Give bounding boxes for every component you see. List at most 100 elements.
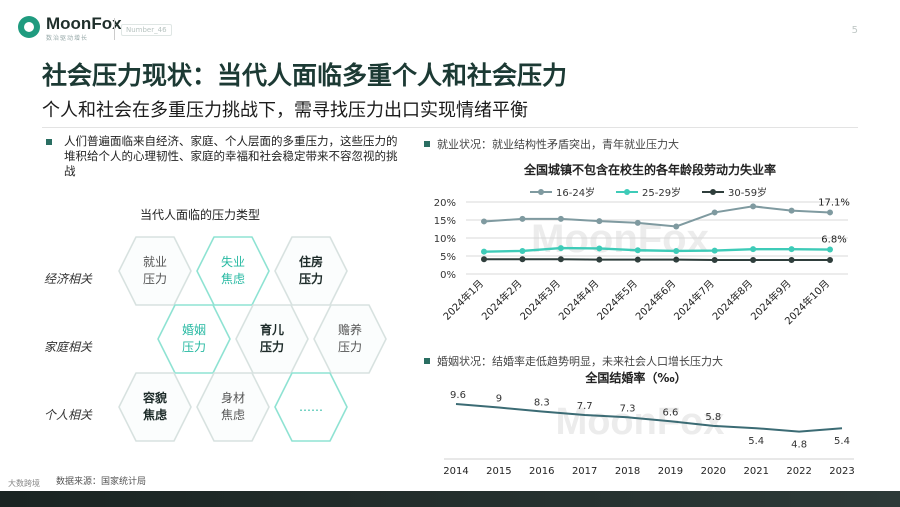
data-label: 5.8	[705, 412, 721, 423]
y-tick-label: 15%	[434, 216, 456, 227]
legend-label-16-24岁: 16-24岁	[556, 186, 595, 199]
hexagon-label: 容貌 焦虑	[142, 391, 167, 422]
data-label: 9	[496, 394, 502, 405]
stress-hexagon: 身材 焦虑	[195, 370, 271, 444]
data-source: 数据来源：国家统计局	[56, 477, 147, 487]
marriage-rate-chart: MoonFox 全国结婚率（‰） 9.6 9 8.3 7.7 7.3 6.6 5.8 5.4 4.8…	[443, 370, 854, 477]
data-point	[519, 256, 526, 263]
data-point	[519, 247, 526, 254]
data-point	[634, 219, 641, 226]
data-point	[596, 218, 603, 225]
x-tick-label: 2020	[701, 466, 726, 477]
data-point	[519, 215, 526, 222]
series-line-30-59岁	[484, 258, 830, 261]
data-point	[788, 207, 795, 214]
data-point	[750, 256, 757, 263]
x-tick-label: 2024年6月	[633, 277, 679, 323]
data-point	[481, 248, 487, 255]
x-tick-label: 2024年8月	[709, 277, 755, 323]
hexagon-label: 婚姻 压力	[181, 323, 206, 354]
data-point	[557, 256, 564, 263]
y-tick-label: 0%	[440, 270, 456, 281]
data-label: 4.8	[791, 440, 807, 451]
x-tick-label: 2016	[529, 466, 554, 477]
hexagon-outline	[157, 304, 231, 374]
stress-hexagon: 失业 焦虑	[195, 234, 271, 308]
data-label: 9.6	[450, 390, 466, 401]
data-point	[750, 246, 757, 253]
x-tick-label: 2023	[829, 466, 854, 477]
hexagon-label: 住房 压力	[298, 255, 323, 286]
data-point	[596, 256, 603, 263]
section-square-icon	[424, 141, 430, 147]
x-tick-label: 2024年4月	[556, 277, 602, 323]
row-label-family: 家庭相关	[44, 340, 93, 354]
hexagon-label: 育儿 压力	[259, 323, 284, 354]
data-point	[673, 223, 680, 230]
hexagon-shape	[196, 236, 270, 306]
watermark-text: MoonFox	[556, 401, 725, 443]
data-point	[557, 245, 564, 252]
data-label: 6.8%	[821, 235, 846, 246]
x-tick-label: 2024年1月	[440, 277, 486, 323]
hexagon-label: ……	[299, 399, 323, 414]
series-line-25-29岁	[483, 246, 831, 253]
hexagon-shape	[235, 304, 309, 374]
hexagon-outline	[274, 236, 348, 306]
x-tick-label: 2021	[743, 466, 768, 477]
x-tick-label: 2019	[658, 466, 683, 477]
data-label: 7.7	[577, 401, 593, 412]
title-divider	[42, 127, 858, 128]
brand-name: MoonFox	[46, 14, 122, 33]
section-square-icon	[424, 358, 430, 364]
page-number: 5	[851, 25, 858, 36]
x-tick-label: 2024年7月	[671, 277, 717, 323]
x-tick-label: 2017	[572, 466, 597, 477]
data-point	[481, 256, 487, 263]
x-tick-label: 2024年2月	[479, 277, 525, 323]
data-point	[673, 256, 680, 263]
data-point	[827, 256, 833, 263]
data-point	[788, 256, 795, 263]
data-point	[673, 247, 680, 254]
chart-title: 全国结婚率（‰）	[584, 370, 686, 385]
hexagon-label: 失业 焦虑	[220, 255, 245, 286]
stress-hexagon: 就业 压力	[117, 234, 193, 308]
stress-hexagon: 容貌 焦虑	[117, 370, 193, 444]
row-label-economic: 经济相关	[44, 272, 93, 286]
x-tick-label: 2024年3月	[517, 277, 563, 323]
hexagon-outline	[235, 304, 309, 374]
hexagon-shape	[118, 236, 192, 306]
data-point	[711, 247, 718, 254]
y-tick-label: 5%	[440, 252, 456, 263]
page-subtitle: 个人和社会在多重压力挑战下，需寻找压力出口实现情绪平衡	[42, 100, 528, 121]
bullet-square-icon	[46, 139, 52, 145]
data-point	[711, 209, 718, 216]
data-point	[634, 256, 641, 263]
data-point	[750, 203, 757, 210]
hexagon-shape	[274, 236, 348, 306]
report-tag: Number_46	[121, 24, 172, 36]
legend-marker-30-59岁	[710, 189, 716, 195]
y-tick-label: 20%	[434, 198, 456, 209]
data-point	[596, 245, 603, 252]
hexagon-shape	[313, 304, 387, 374]
hexagon-label: 就业 压力	[142, 255, 167, 286]
x-tick-label: 2022	[786, 466, 811, 477]
hexagon-outline	[274, 372, 348, 442]
hexagon-outline	[118, 372, 192, 442]
data-point	[827, 209, 833, 216]
data-label: 6.6	[662, 407, 678, 418]
stress-hexagon: 住房 压力	[273, 234, 349, 308]
marriage-section-label: 婚姻状况：结婚率走低趋势明显，未来社会人口增长压力大	[437, 355, 723, 368]
hexagon-outline	[118, 236, 192, 306]
stress-hexagon: 育儿 压力	[234, 302, 310, 376]
stress-hexagon: 赡养 压力	[312, 302, 388, 376]
data-label: 8.3	[534, 398, 550, 409]
page-title: 社会压力现状：当代人面临多重个人和社会压力	[42, 61, 568, 90]
x-tick-label: 2018	[615, 466, 640, 477]
data-label: 17.1%	[818, 197, 850, 208]
legend-marker-16-24岁	[538, 189, 544, 195]
series-line-16-24岁	[483, 205, 831, 228]
